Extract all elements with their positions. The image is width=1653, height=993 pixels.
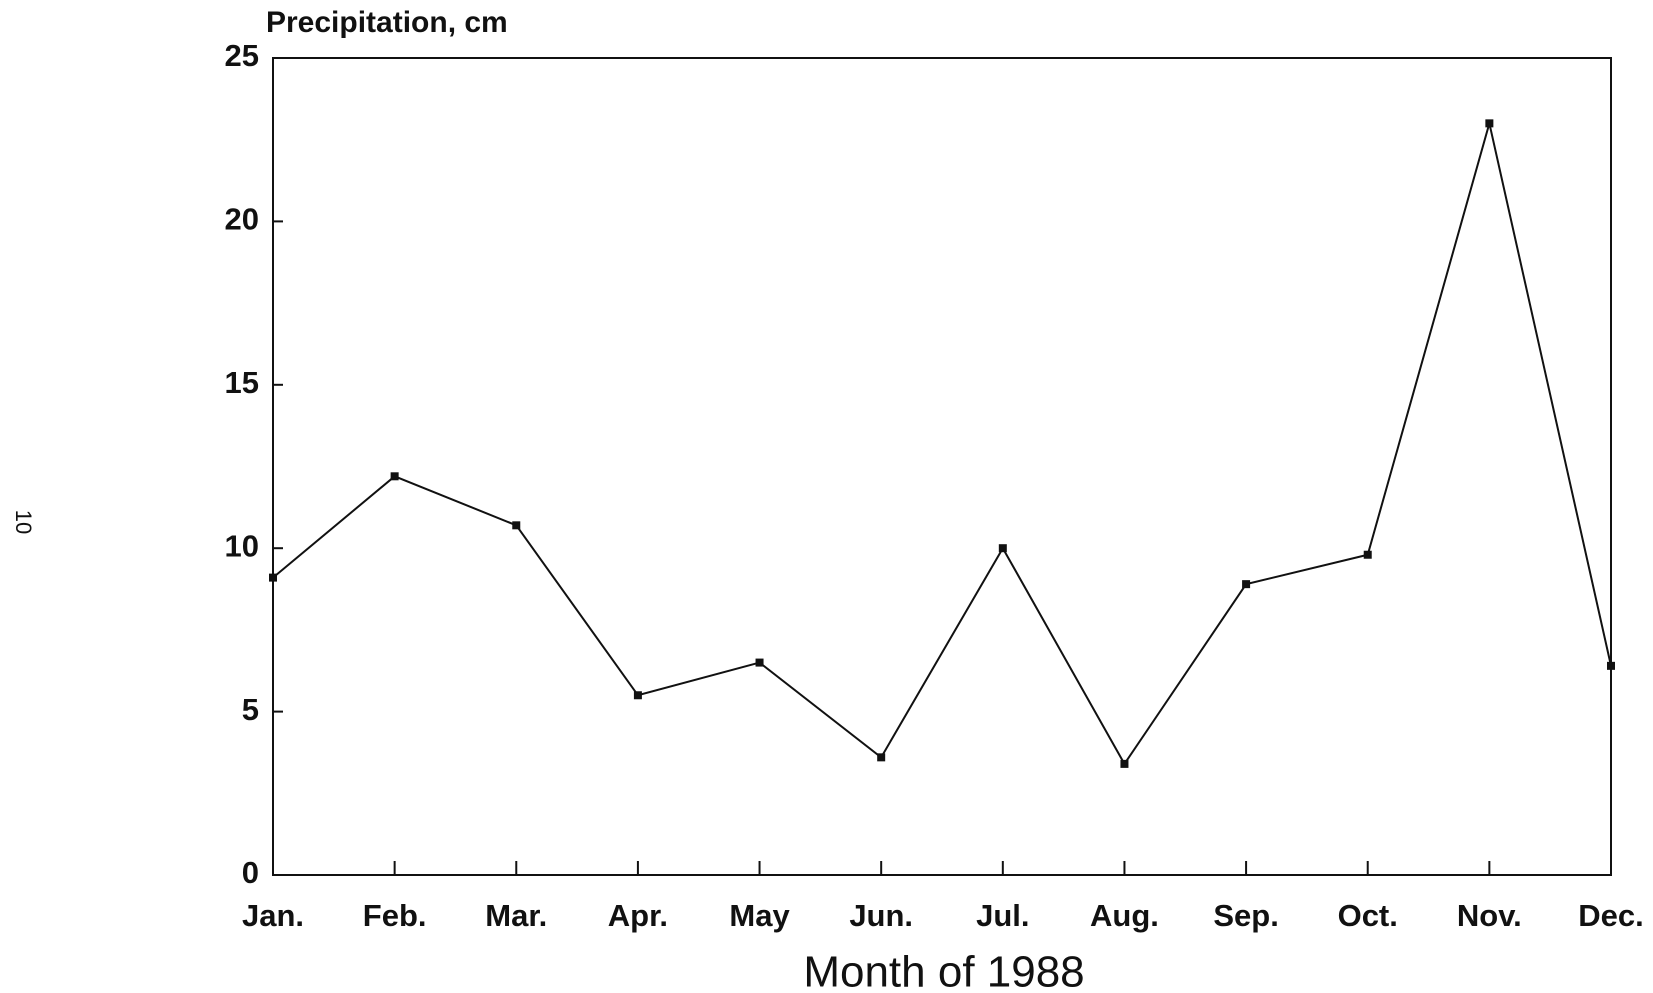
- x-tick-label: Jun.: [849, 898, 913, 933]
- x-tick-label: Sep.: [1213, 898, 1278, 933]
- x-tick-label: Oct.: [1338, 898, 1398, 933]
- x-tick-label: Dec.: [1578, 898, 1643, 933]
- y-tick-label: 25: [225, 38, 259, 73]
- y-tick-label: 5: [242, 692, 259, 727]
- point: [1607, 661, 1615, 670]
- page-number: 10: [11, 510, 36, 534]
- point: [1242, 580, 1251, 589]
- point: [755, 658, 764, 667]
- x-tick-label: Jul.: [976, 898, 1029, 933]
- point: [390, 472, 399, 481]
- y-axis-label: Precipitation, cm: [266, 6, 508, 39]
- line: [272, 123, 1612, 766]
- point: [633, 691, 642, 700]
- x-tick-label: Aug.: [1090, 898, 1159, 933]
- x-tick-label: May: [729, 898, 790, 933]
- point: [998, 544, 1007, 553]
- x-tick-label: Apr.: [608, 898, 668, 933]
- point: [512, 521, 521, 530]
- point: [1485, 119, 1494, 128]
- plot-frame: [272, 57, 1612, 876]
- y-tick-label: 20: [225, 202, 259, 237]
- point: [1363, 550, 1372, 559]
- point: [269, 573, 277, 582]
- x-tick-label: Jan.: [242, 898, 304, 933]
- y-tick-label: 10: [225, 528, 259, 563]
- y-tick-label: 15: [225, 365, 259, 400]
- point: [877, 753, 886, 762]
- x-axis-label: Month of 1988: [803, 948, 1084, 993]
- point: [1120, 759, 1129, 768]
- y-tick-label: 0: [242, 855, 259, 890]
- x-tick-label: Mar.: [485, 898, 547, 933]
- x-tick-label: Feb.: [363, 898, 427, 933]
- x-tick-label: Nov.: [1457, 898, 1522, 933]
